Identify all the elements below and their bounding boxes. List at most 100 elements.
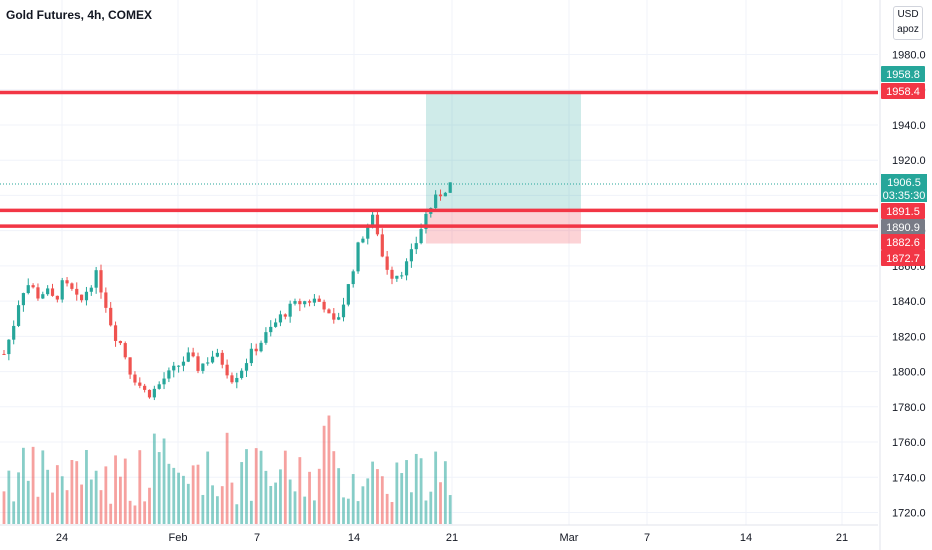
level-tag: 1882.6 [881, 234, 925, 250]
volume-bar [75, 461, 79, 524]
volume-bar [376, 469, 379, 524]
candle-body [84, 291, 89, 301]
volume-bar [167, 463, 171, 524]
candle-body [448, 182, 452, 193]
time-axis[interactable]: 24 Feb 7 14 21 Mar 7 14 21 [0, 524, 878, 544]
candle-body [259, 342, 263, 352]
volume-bar [439, 482, 442, 524]
volume-bar [332, 451, 336, 524]
volume-bar [216, 496, 219, 524]
volume-bar [264, 470, 268, 524]
volume-bar [94, 470, 98, 524]
price-tag-box [881, 234, 925, 250]
volume-bar [288, 479, 292, 524]
volume-bar [7, 470, 11, 524]
candle-body [128, 357, 132, 375]
candle-body [434, 194, 438, 209]
candle-body [404, 261, 409, 276]
volume-bar [419, 458, 423, 524]
price-tag-box [881, 83, 925, 99]
candle-body [424, 213, 428, 230]
candle-body [191, 352, 195, 357]
position-zones[interactable] [426, 92, 581, 244]
price-tag-box [881, 219, 925, 235]
price-tag-text: 1958.4 [886, 86, 920, 98]
currency-unit-button[interactable]: USD apoz [893, 6, 923, 40]
candle-body [337, 317, 341, 320]
volume-bar [162, 438, 166, 524]
candle-body [215, 352, 219, 357]
volume-bar [254, 448, 258, 524]
candle-body [312, 298, 316, 303]
volume-bar [249, 500, 253, 524]
volume-bar [322, 425, 326, 524]
volume-bar [104, 466, 108, 524]
candle-body [152, 388, 156, 398]
price-tag-text: 1882.6 [886, 237, 920, 249]
candle-body [235, 377, 239, 383]
volume-bar [240, 462, 244, 524]
volume-bar [279, 469, 282, 524]
volume-bar [46, 469, 50, 524]
candle-body [16, 305, 21, 326]
candle-body [206, 362, 210, 364]
volume-bar [89, 479, 93, 524]
candle-body [443, 192, 447, 197]
candle-body [65, 280, 69, 284]
candle-body [36, 287, 40, 299]
candle-body [186, 352, 190, 362]
x-tick-label: 7 [254, 532, 260, 544]
candle-body [138, 382, 142, 386]
candle-body [104, 292, 108, 308]
volume-bar [143, 501, 147, 524]
x-tick-label: 21 [446, 532, 458, 544]
volume-bar [245, 449, 248, 524]
target-price-tag: 1958.8 [881, 66, 925, 82]
volume-bars [2, 415, 452, 524]
candle-body [2, 353, 6, 355]
price-tags: 1958.8 1958.4 1906.503:35:30 1891.5 1890.9 18… [881, 66, 927, 266]
candle-body [419, 229, 423, 244]
volume-bar [443, 461, 447, 524]
volume-bar [206, 451, 210, 524]
volume-bar [196, 464, 200, 524]
candle-body [46, 288, 50, 295]
volume-bar [235, 504, 239, 524]
candle-body [283, 314, 287, 317]
volume-bar [385, 493, 389, 524]
candle-body [293, 301, 297, 304]
volume-bar [356, 501, 360, 524]
volume-bar [182, 475, 185, 524]
candle-body [147, 389, 152, 398]
candle-body [31, 285, 35, 288]
candle-body [414, 243, 418, 250]
price-tag-box [881, 203, 925, 219]
candle-body [269, 326, 273, 333]
price-axis[interactable]: 1720.0 1740.0 1760.0 1780.0 1800.0 1820.0 1840… [879, 0, 926, 550]
volume-bar [109, 503, 113, 524]
volume-bar [303, 496, 307, 524]
candle-body [109, 307, 113, 326]
candle-body [70, 283, 74, 289]
candle-body [400, 275, 404, 277]
volume-bar [366, 478, 370, 524]
y-tick-label: 1980.0 [892, 50, 926, 62]
y-tick-label: 1940.0 [892, 120, 926, 132]
candle-body [264, 332, 268, 343]
candle-body [12, 325, 16, 340]
horizontal-levels[interactable] [0, 90, 878, 228]
volume-bar [313, 500, 316, 524]
volume-bar [395, 462, 399, 524]
candle-body [356, 242, 360, 272]
candle-body [89, 287, 93, 292]
candle-body [438, 194, 443, 197]
candle-body [409, 249, 413, 262]
candle-body [307, 301, 312, 303]
candle-body [196, 356, 200, 371]
volume-bar [41, 450, 45, 524]
x-tick-label: 24 [56, 532, 68, 544]
candle-body [26, 285, 30, 294]
volume-bar [293, 491, 297, 524]
candle-body [244, 363, 249, 371]
